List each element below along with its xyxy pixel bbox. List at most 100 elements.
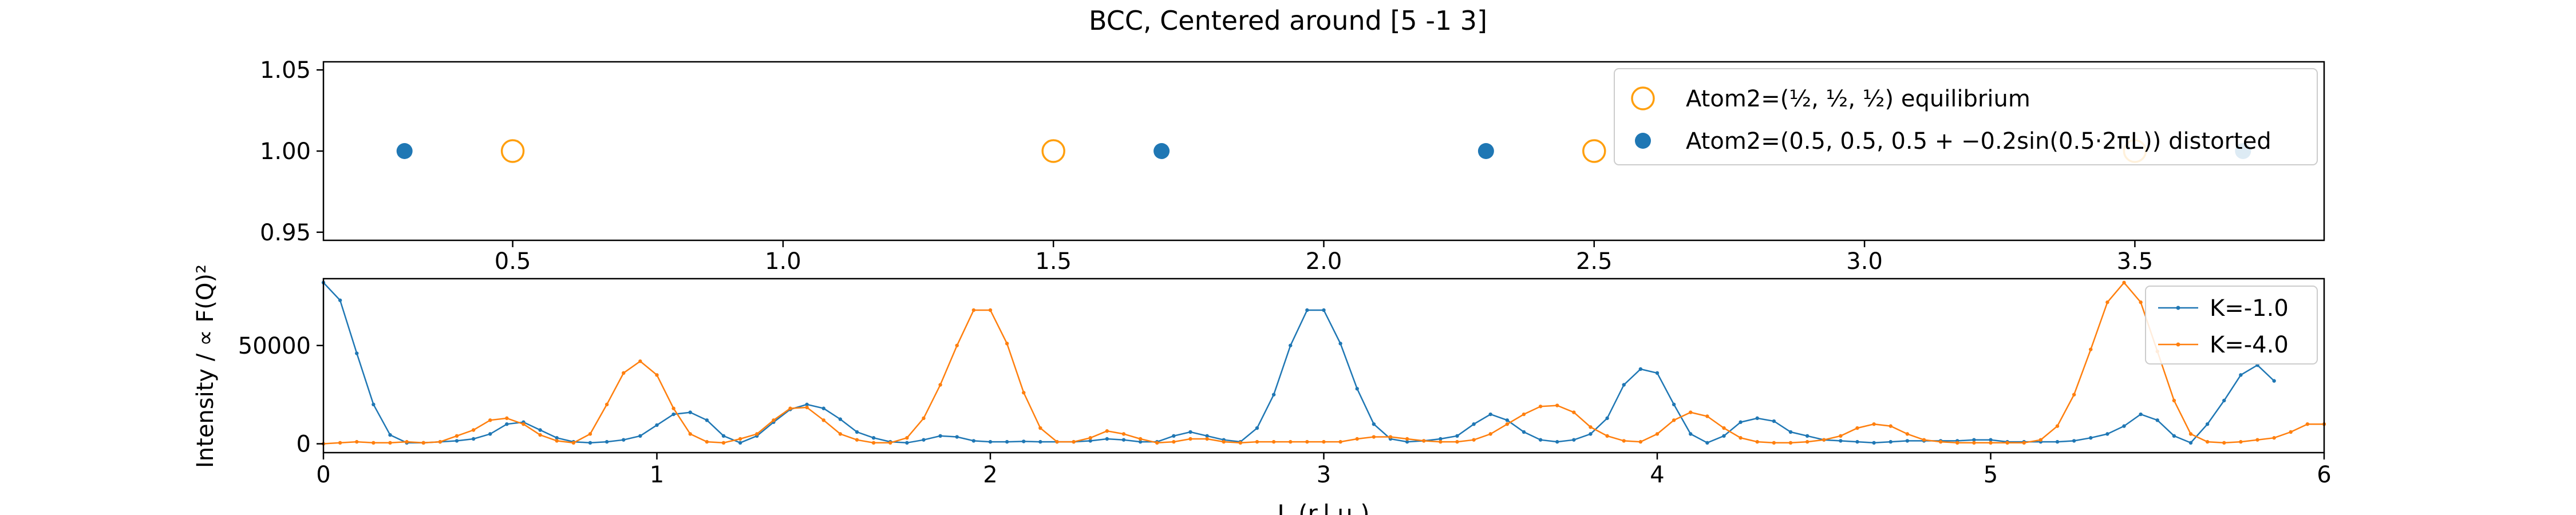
series-point — [1522, 430, 1526, 434]
series-point — [1705, 441, 1709, 445]
series-point — [688, 432, 692, 436]
series-point — [805, 405, 809, 410]
y-tick-label: 1.00 — [260, 138, 311, 165]
series-point — [1105, 437, 1109, 441]
series-point — [2155, 418, 2159, 422]
x-tick-label: 2.5 — [1576, 248, 1613, 275]
series-point — [1138, 437, 1143, 441]
series-point — [1739, 420, 1743, 424]
series-point — [1839, 439, 1843, 443]
series-point — [1439, 439, 1443, 444]
series-point — [655, 423, 659, 427]
series-point — [1322, 308, 1326, 312]
equilibrium-point — [1041, 139, 1065, 163]
y-tick-label: 50000 — [238, 333, 311, 359]
series-point — [1722, 426, 1726, 430]
series-point — [1589, 425, 1593, 429]
series-point — [1922, 438, 1926, 442]
series-point — [1805, 434, 1809, 438]
series-point — [955, 343, 959, 347]
series-point — [1622, 383, 1626, 387]
legend-label: Atom2=(0.5, 0.5, 0.5 + −0.2sin(0.5·2πL))… — [1686, 128, 2271, 154]
series-point — [2055, 424, 2060, 428]
series-point — [1172, 439, 1176, 444]
series-point — [1121, 432, 1126, 436]
series-point — [1689, 432, 1693, 436]
x-tick-label: 1 — [650, 462, 664, 488]
series-point — [1589, 432, 1593, 436]
series-point — [1121, 438, 1126, 442]
series-point — [1638, 367, 1643, 371]
series-point — [438, 439, 442, 444]
series-point — [622, 438, 626, 442]
series-point — [705, 439, 709, 444]
series-point — [2072, 393, 2076, 397]
series-point — [372, 402, 376, 407]
series-point — [2205, 422, 2210, 426]
series-point — [1255, 426, 1259, 430]
series-point — [2089, 436, 2093, 440]
series-point — [455, 434, 459, 438]
series-point — [2172, 434, 2176, 438]
series-point — [755, 432, 759, 436]
series-point — [1938, 439, 1943, 444]
series-point — [1038, 426, 1042, 430]
series-point — [1839, 434, 1843, 438]
x-tick-label: 3.5 — [2117, 248, 2154, 275]
series-point — [1972, 441, 1976, 445]
series-point — [922, 438, 926, 442]
series-point — [1205, 437, 1209, 441]
series-point — [1422, 439, 1426, 443]
series-point — [1188, 437, 1192, 441]
series-point — [588, 432, 592, 436]
intensity-y-axis-label: Intensity / ∝ F(Q)² — [192, 264, 219, 468]
series-point — [988, 308, 993, 312]
y-tick-label: 1.05 — [260, 57, 311, 84]
series-point — [2272, 379, 2276, 383]
series-point — [1605, 416, 1609, 421]
x-tick-label: 4 — [1650, 462, 1664, 488]
series-point — [922, 416, 926, 421]
series-point — [1472, 422, 1476, 426]
figure-title: BCC, Centered around [5 -1 3] — [1089, 5, 1487, 36]
series-point — [521, 422, 526, 426]
series-point — [1005, 439, 1009, 444]
series-point — [938, 434, 942, 438]
intensity-y-ticks: 0 50000 — [238, 333, 323, 458]
series-point — [1138, 439, 1143, 444]
series-point — [1672, 402, 1676, 407]
series-point — [538, 433, 542, 437]
series-point — [505, 416, 509, 421]
series-point — [355, 439, 359, 444]
series-point — [1488, 412, 1492, 417]
series-point — [1672, 418, 1676, 422]
series-point — [1955, 441, 1959, 445]
series-point — [1455, 434, 1459, 438]
series-point — [471, 428, 476, 432]
scatter-y-ticks: 0.95 1.00 1.05 — [260, 57, 323, 246]
series-point — [471, 437, 476, 441]
series-point — [971, 439, 976, 443]
series-point — [1638, 439, 1643, 444]
series-point — [1155, 441, 1159, 445]
series-point — [738, 441, 742, 445]
series-point — [1905, 439, 1910, 443]
series-point — [2188, 432, 2193, 436]
series-point — [671, 412, 675, 417]
legend-equilibrium-marker — [1631, 86, 1655, 110]
series-point — [1888, 424, 1893, 428]
legend-point — [2176, 306, 2180, 310]
series-point — [2205, 439, 2210, 444]
series-point — [1989, 441, 1993, 445]
series-point — [1689, 410, 1693, 414]
series-point — [2089, 347, 2093, 351]
series-point — [1372, 422, 1376, 426]
scatter-panel: 0.5 1.0 1.5 2.0 2.5 3.0 3.5 0.95 1.00 1.05 Atom2… — [260, 57, 2325, 275]
distorted-point — [396, 143, 413, 159]
series-point — [2239, 373, 2243, 377]
series-point — [2055, 439, 2060, 444]
series-point — [1271, 439, 1276, 444]
intensity-lines — [321, 280, 2326, 446]
x-tick-label: 3 — [1317, 462, 1331, 488]
